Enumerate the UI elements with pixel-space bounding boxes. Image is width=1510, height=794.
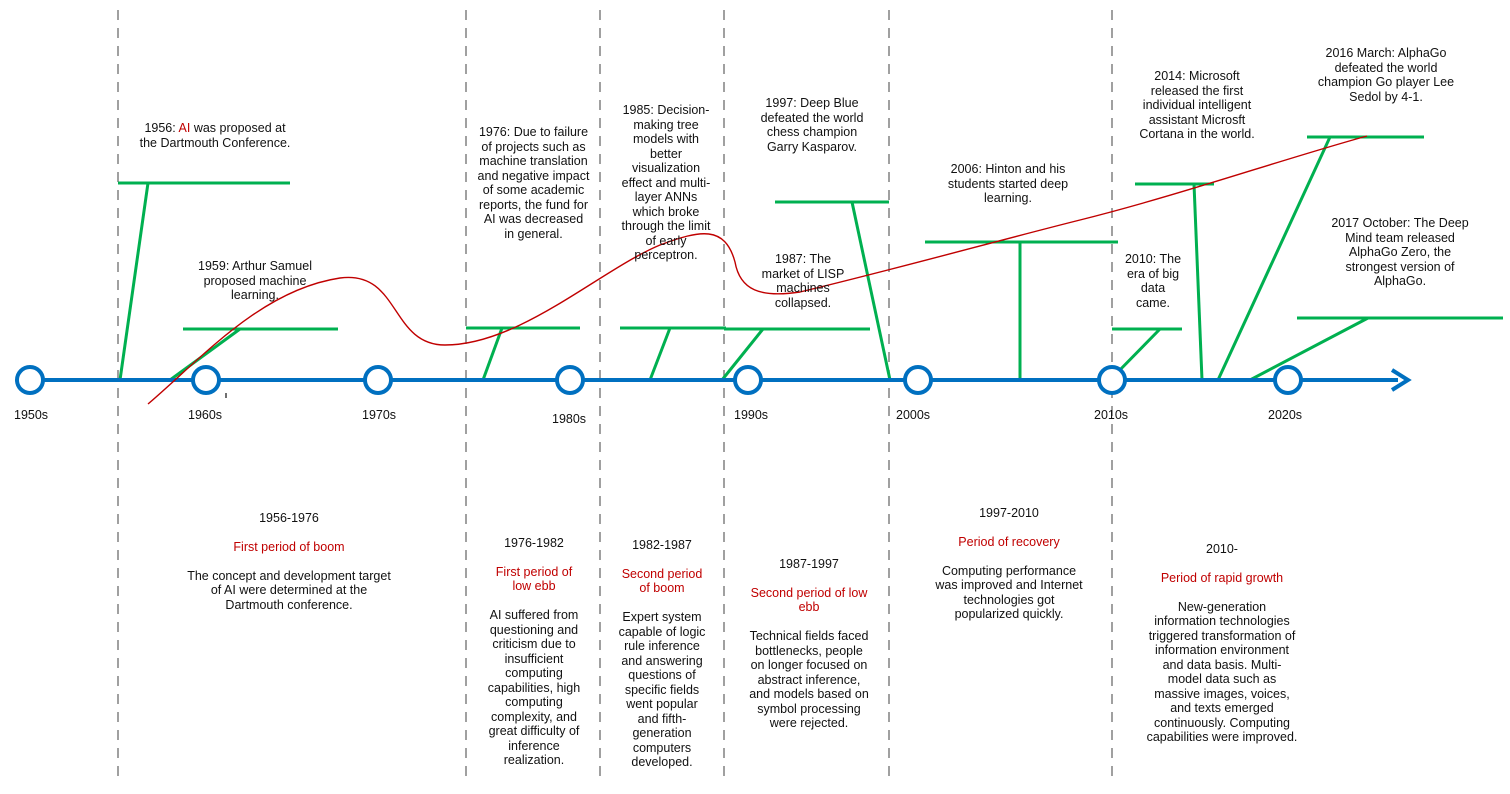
period-name: Period of recovery	[958, 534, 1060, 549]
event-1997: 1997: Deep Blue defeated the world chess…	[760, 96, 864, 154]
period-description: Expert system capable of logic rule infe…	[618, 610, 706, 769]
decade-circle-2020s	[1273, 365, 1303, 395]
decade-label-1970s: 1970s	[362, 408, 397, 422]
decade-circle-2010s	[1097, 365, 1127, 395]
period-1997-2010: 1997-2010 Period of recovery Computing p…	[912, 491, 1106, 636]
decade-label-2000s: 2000s	[896, 408, 931, 422]
decade-label-1960s: 1960s	[188, 408, 223, 422]
period-years: 2010-	[1206, 541, 1238, 556]
period-description: Computing performance was improved and I…	[935, 563, 1083, 622]
event-2014: 2014: Microsoft released the first indiv…	[1139, 69, 1255, 141]
decade-circle-1970s	[363, 365, 393, 395]
decade-circle-1980s	[555, 365, 585, 395]
period-years: 1987-1997	[779, 556, 839, 571]
marker-1976	[481, 327, 504, 381]
marker-2014	[1192, 183, 1204, 381]
event-1956-prefix: 1956:	[144, 121, 179, 135]
marker-1985	[648, 327, 672, 381]
event-1956-suffix: was proposed at the Dartmouth Conference…	[139, 121, 291, 150]
axis-arrowhead	[1390, 368, 1412, 392]
marker-2017	[1249, 316, 1369, 382]
decade-label-1990s: 1990s	[734, 408, 769, 422]
period-name: First period of boom	[233, 539, 345, 554]
period-2010: 2010- Period of rapid growth New-generat…	[1124, 527, 1320, 759]
period-1987-1997: 1987-1997 Second period of low ebb Techn…	[732, 542, 886, 745]
timeline-axis	[30, 368, 1412, 392]
decade-circle-1990s	[733, 365, 763, 395]
decade-label-1980s: 1980s	[552, 412, 587, 426]
period-description: New-generation information technologies …	[1146, 599, 1298, 745]
decade-circle-2000s	[903, 365, 933, 395]
decade-label-2010s: 2010s	[1094, 408, 1129, 422]
marker-1956	[118, 182, 150, 381]
period-1982-1987: 1982-1987 Second period of boom Expert s…	[604, 523, 720, 784]
period-description: AI suffered from questioning and critici…	[487, 608, 581, 767]
period-name: Second period of boom	[621, 566, 703, 596]
period-years: 1997-2010	[979, 505, 1039, 520]
event-1976: 1976: Due to failure of projects such as…	[477, 125, 590, 241]
decade-markers	[15, 365, 1303, 395]
event-2006: 2006: Hinton and his students started de…	[947, 162, 1069, 205]
event-1987: 1987: The market of LISP machines collap…	[761, 252, 845, 310]
decade-label-2020s: 2020s	[1268, 408, 1303, 422]
event-2010: 2010: The era of big data came.	[1124, 252, 1182, 310]
decade-circle-1960s	[191, 365, 221, 395]
period-years: 1976-1982	[504, 535, 564, 550]
period-description: The concept and development target of AI…	[187, 568, 391, 612]
marker-1959	[169, 327, 241, 382]
development-trend-curve	[147, 135, 1368, 405]
event-2017: 2017 October: The Deep Mind team release…	[1331, 216, 1469, 288]
decade-label-1950s: 1950s	[14, 408, 49, 422]
period-description: Technical fields faced bottlenecks, peop…	[749, 629, 869, 730]
period-years: 1982-1987	[632, 537, 692, 552]
event-1959: 1959: Arthur Samuel proposed machine lea…	[198, 259, 312, 302]
marker-1997	[850, 201, 892, 381]
event-2016: 2016 March: AlphaGo defeated the world c…	[1317, 46, 1455, 104]
period-name: Second period of low ebb	[750, 585, 868, 615]
period-1976-1982: 1976-1982 First period of low ebb AI suf…	[468, 521, 600, 782]
event-1985: 1985: Decision- making tree models with …	[621, 103, 711, 262]
period-name: Period of rapid growth	[1160, 570, 1284, 585]
period-years: 1956-1976	[259, 510, 319, 525]
marker-1987	[720, 328, 765, 381]
marker-2016	[1216, 136, 1332, 381]
event-markers	[118, 135, 1503, 382]
event-1956-ai: AI	[178, 121, 191, 135]
period-name: First period of low ebb	[495, 564, 573, 594]
event-1956: 1956: AI was proposed at the Dartmouth C…	[120, 121, 310, 150]
decade-circle-1950s	[15, 365, 45, 395]
period-1956-1976: 1956-1976 First period of boom The conce…	[160, 496, 418, 627]
